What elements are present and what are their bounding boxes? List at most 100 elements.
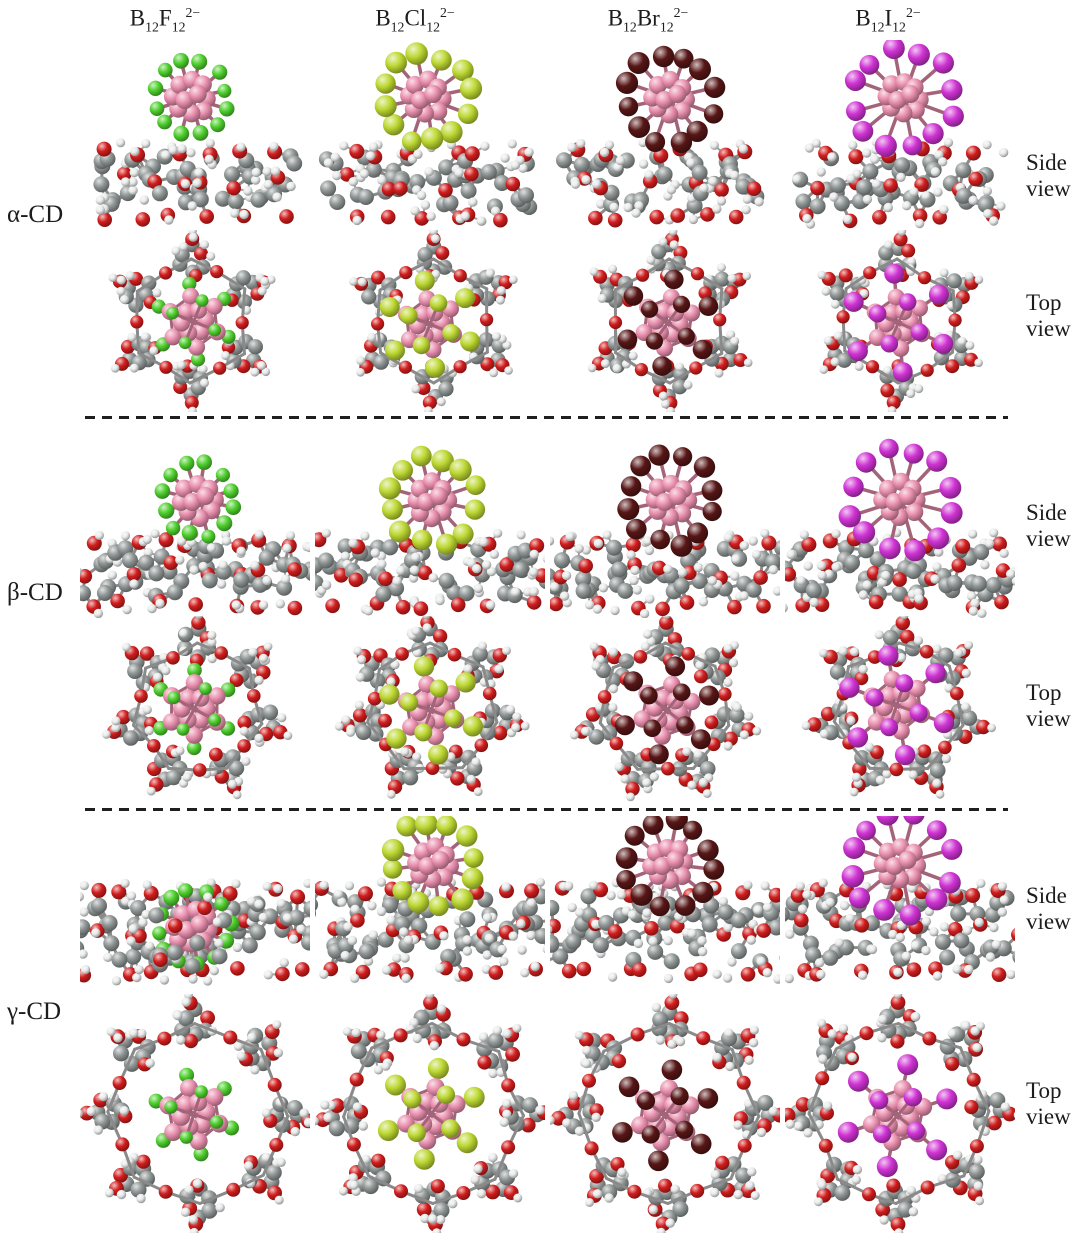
boron-cluster	[379, 656, 483, 765]
view-label-top-alpha-cd: Top view	[1026, 290, 1071, 341]
boron-cluster	[148, 1067, 239, 1162]
row-label-beta-cd: β-CD	[7, 579, 63, 606]
boron-cluster	[839, 645, 955, 766]
formula-part: 2−	[905, 5, 921, 20]
formula-part: 12	[145, 19, 159, 35]
structure-beta-cd-b12f12-side-view	[80, 454, 310, 618]
formula-part: 2−	[185, 5, 201, 20]
formula-part: 12	[171, 19, 186, 35]
row-label-alpha-cd: α-CD	[7, 201, 64, 228]
cyclodextrin-rim	[785, 528, 1015, 618]
boron-cluster	[844, 40, 964, 157]
column-header-b12cl12: B12Cl122−	[315, 5, 515, 35]
cyclodextrin-ring	[102, 616, 293, 800]
formula-part: Br	[636, 5, 660, 31]
cyclodextrin-rim-front	[141, 892, 232, 974]
cyclodextrin-ring	[569, 616, 762, 802]
structure-gamma-cd-b12cl12-top-view	[315, 994, 545, 1233]
structure-alpha-cd-b12f12-top-view	[108, 230, 276, 412]
structure-beta-cd-b12f12-top-view	[102, 616, 293, 800]
cyclodextrin-ring	[550, 994, 780, 1233]
boron-cluster	[374, 42, 483, 152]
cyclodextrin-rim	[80, 529, 310, 618]
cyclodextrin-ring	[108, 230, 276, 412]
boron-cluster	[617, 444, 723, 557]
formula-part: I	[884, 5, 893, 31]
structure-alpha-cd-b12cl12-side-view	[318, 42, 538, 228]
cyclodextrin-rim	[556, 137, 765, 228]
cyclodextrin-rim	[550, 878, 780, 984]
cyclodextrin-rim	[315, 877, 545, 983]
boron-cluster	[615, 816, 725, 917]
view-label-top-gamma-cd: Top view	[1026, 1078, 1071, 1129]
structure-alpha-cd-b12br12-top-view	[587, 230, 753, 412]
boron-cluster	[838, 438, 963, 562]
dashed-separator-2	[85, 808, 1008, 811]
formula-part: 12	[623, 19, 637, 35]
dashed-separator-1	[85, 416, 1008, 419]
structure-gamma-cd-b12cl12-side-view	[315, 816, 545, 983]
structure-beta-cd-b12i12-side-view	[785, 438, 1015, 618]
cyclodextrin-ring	[785, 994, 1015, 1233]
structure-gamma-cd-b12f12-top-view	[80, 994, 310, 1233]
boron-cluster	[612, 1059, 719, 1172]
cyclodextrin-ring	[315, 994, 545, 1233]
boron-cluster	[377, 1057, 485, 1170]
cyclodextrin-ring	[80, 994, 310, 1233]
formula-part: 2−	[673, 5, 689, 20]
formula-part: 12	[390, 19, 405, 35]
boron-cluster	[147, 52, 235, 142]
column-header-b12f12: B12F122−	[65, 5, 265, 35]
formula-part: Cl	[404, 5, 427, 31]
boron-cluster	[151, 276, 236, 367]
view-label-side-beta-cd: Side view	[1026, 500, 1071, 551]
formula-part: F	[158, 5, 172, 31]
column-header-b12i12: B12I122−	[788, 5, 988, 35]
boron-cluster	[378, 445, 486, 555]
cyclodextrin-rim	[792, 137, 1009, 229]
structure-alpha-cd-b12f12-side-view	[93, 52, 303, 227]
formula-part: B	[375, 5, 391, 31]
boron-cluster	[153, 662, 236, 756]
view-label-side-alpha-cd: Side view	[1026, 150, 1071, 201]
structure-beta-cd-b12i12-top-view	[801, 616, 996, 799]
formula-part: 12	[892, 19, 906, 35]
cyclodextrin-ring	[349, 230, 518, 412]
formula-part: B	[855, 5, 871, 31]
structure-alpha-cd-b12br12-side-view	[556, 45, 765, 228]
cyclodextrin-rim	[318, 139, 538, 228]
structure-beta-cd-b12br12-top-view	[569, 616, 762, 802]
structure-alpha-cd-b12cl12-top-view	[349, 230, 518, 412]
view-label-top-beta-cd: Top view	[1026, 680, 1071, 731]
structure-beta-cd-b12cl12-side-view	[315, 445, 545, 616]
structure-gamma-cd-b12i12-side-view	[785, 816, 1015, 984]
formula-part: B	[607, 5, 624, 31]
row-label-gamma-cd: γ-CD	[7, 998, 62, 1025]
boron-cluster	[617, 269, 719, 376]
structure-alpha-cd-b12i12-side-view	[792, 40, 1009, 229]
formula-part: 12	[426, 19, 440, 35]
structure-gamma-cd-b12br12-top-view	[550, 994, 780, 1233]
view-label-side-gamma-cd: Side view	[1026, 883, 1071, 934]
boron-cluster	[379, 270, 481, 378]
column-header-b12br12: B12Br122−	[548, 5, 748, 35]
formula-part: 12	[870, 19, 885, 35]
formula-part: B	[129, 5, 146, 31]
boron-cluster	[614, 656, 719, 765]
structure-gamma-cd-b12br12-side-view	[550, 816, 780, 984]
boron-cluster	[381, 816, 484, 917]
boron-cluster	[841, 816, 963, 926]
structure-gamma-cd-b12f12-side-view	[80, 878, 310, 986]
cyclodextrin-rim	[93, 138, 303, 227]
boron-cluster	[615, 45, 726, 154]
cyclodextrin-ring	[334, 616, 530, 799]
formula-part: 2−	[439, 5, 455, 20]
cyclodextrin-rim	[785, 877, 1015, 984]
boron-cluster	[837, 1054, 958, 1178]
boron-cluster	[154, 454, 242, 544]
boron-cluster	[843, 263, 954, 383]
structure-beta-cd-b12br12-side-view	[550, 444, 780, 618]
formula-part: 12	[659, 19, 674, 35]
structure-beta-cd-b12cl12-top-view	[334, 616, 530, 799]
